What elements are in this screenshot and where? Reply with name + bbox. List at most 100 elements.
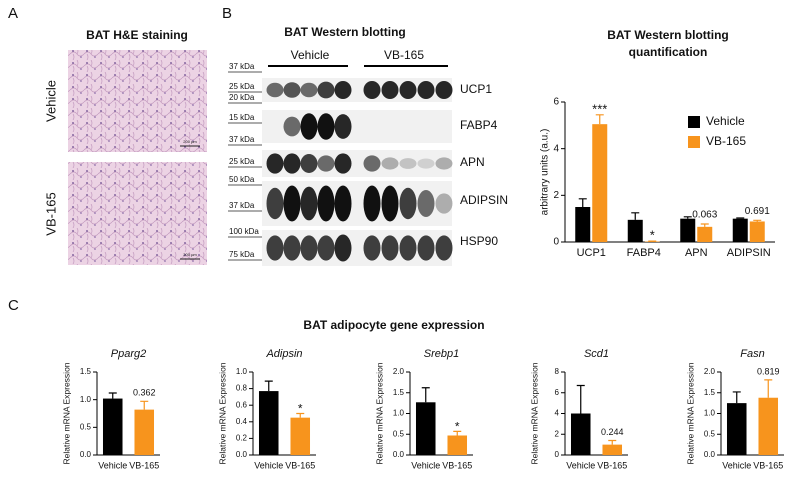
bar <box>680 218 696 242</box>
bar <box>627 219 643 242</box>
annotation: 0.362 <box>133 388 156 398</box>
band <box>417 81 435 99</box>
band <box>399 235 417 261</box>
bar <box>415 402 436 455</box>
x-tick-label: APN <box>685 247 708 259</box>
band <box>417 158 435 169</box>
x-tick-label: VB-165 <box>753 460 783 470</box>
bar <box>102 398 123 455</box>
band <box>435 81 453 99</box>
bar <box>726 403 747 455</box>
y-tick-label: 0.8 <box>236 384 248 393</box>
y-tick-label: 1.0 <box>393 409 405 418</box>
y-tick-label: 2.0 <box>704 367 716 376</box>
panel-label: B <box>222 5 232 22</box>
band <box>435 235 453 261</box>
y-tick-label: 0.0 <box>704 450 716 459</box>
bar <box>258 391 279 455</box>
y-tick-label: 1.5 <box>704 388 716 397</box>
error-bar <box>421 387 430 403</box>
band <box>399 187 417 220</box>
bar <box>732 218 748 242</box>
x-tick-label: Vehicle <box>254 460 283 470</box>
x-tick-label: VB-165 <box>597 460 627 470</box>
y-tick-label: 1.5 <box>80 367 92 376</box>
y-tick-label: 2 <box>555 429 560 438</box>
band <box>283 153 301 174</box>
error-bar <box>453 430 462 436</box>
y-axis-label: Relative mRNA Expression <box>529 362 539 464</box>
bar <box>290 417 311 455</box>
y-tick-label: 1.0 <box>236 367 248 376</box>
chart-title: Srebp1 <box>424 348 459 360</box>
y-tick-label: 0.4 <box>236 417 248 426</box>
annotation: 0.819 <box>757 366 780 376</box>
annotation: *** <box>592 101 607 116</box>
scale-text: 200 µm <box>183 252 197 257</box>
panel-title: BAT H&E staining <box>86 28 188 42</box>
annotation: * <box>298 402 303 416</box>
x-tick-label: ADIPSIN <box>727 247 771 259</box>
x-tick-label: FABP4 <box>627 247 661 259</box>
chart-title: Fasn <box>740 348 764 360</box>
band <box>417 190 435 217</box>
band <box>334 81 352 99</box>
band <box>317 235 335 261</box>
x-tick-label: Vehicle <box>411 460 440 470</box>
band <box>266 187 284 220</box>
chart-title: Pparg2 <box>111 348 146 360</box>
legend-label: VB-165 <box>706 134 746 148</box>
marker-label: 20 kDa <box>229 93 255 102</box>
y-tick-label: 0.0 <box>393 450 405 459</box>
band <box>300 113 318 140</box>
error-bar <box>753 219 762 222</box>
y-tick-label: 0.2 <box>236 434 248 443</box>
band <box>317 155 335 172</box>
y-axis-label: Relative mRNA Expression <box>685 362 695 464</box>
band <box>283 235 301 261</box>
x-tick-label: Vehicle <box>98 460 127 470</box>
marker-label: 75 kDa <box>229 250 255 259</box>
group-label: VB-165 <box>384 48 424 62</box>
bar <box>697 226 713 242</box>
bar <box>570 413 591 455</box>
band <box>334 185 352 222</box>
y-tick-label: 2 <box>553 190 559 201</box>
band <box>363 81 381 99</box>
histology-image <box>68 50 207 152</box>
bar <box>134 409 155 455</box>
x-tick-label: Vehicle <box>566 460 595 470</box>
protein-label: APN <box>460 155 485 169</box>
marker-label: 37 kDa <box>229 62 255 71</box>
annotation: 0.691 <box>745 206 770 217</box>
protein-label: HSP90 <box>460 234 498 248</box>
y-axis-label: Relative mRNA Expression <box>217 362 227 464</box>
band <box>381 81 399 99</box>
y-tick-label: 0.6 <box>236 400 248 409</box>
y-tick-label: 6 <box>555 388 560 397</box>
y-tick-label: 0 <box>553 237 559 248</box>
band <box>300 82 318 98</box>
y-axis-label: arbitrary units (a.u.) <box>540 129 551 216</box>
y-tick-label: 0.5 <box>80 422 92 431</box>
y-tick-label: 0 <box>555 450 560 459</box>
band <box>381 185 399 222</box>
error-bar <box>700 223 709 227</box>
y-tick-label: 0.0 <box>80 450 92 459</box>
band <box>381 157 399 170</box>
y-tick-label: 2.0 <box>393 367 405 376</box>
error-bar <box>578 198 587 207</box>
bar <box>602 444 623 455</box>
x-tick-label: VB-165 <box>129 460 159 470</box>
band <box>283 116 301 137</box>
marker-label: 25 kDa <box>229 157 255 166</box>
band <box>317 113 335 140</box>
error-bar <box>683 216 692 219</box>
marker-label: 37 kDa <box>229 135 255 144</box>
band <box>399 158 417 169</box>
panel-label: C <box>8 297 19 314</box>
chart-title: Adipsin <box>265 348 302 360</box>
band <box>300 154 318 173</box>
error-bar <box>736 217 745 219</box>
y-tick-label: 1.5 <box>393 388 405 397</box>
